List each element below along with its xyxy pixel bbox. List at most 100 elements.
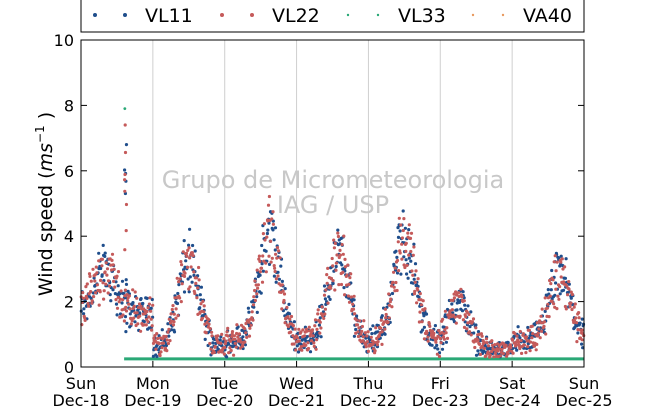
data-point-vl22 [482,346,487,350]
data-point-vl22 [391,280,395,284]
legend: VL11 VL22 VL33 VA40 [93,5,572,27]
data-point-vl22 [543,296,547,300]
data-point-vl11 [109,299,113,303]
data-point-vl22 [530,336,534,340]
data-point-vl22 [377,333,381,338]
data-point-vl22 [271,210,275,214]
data-point-vl22 [524,335,529,339]
data-point-vl22 [511,351,515,355]
data-point-vl22 [278,256,282,260]
data-point-vl22 [379,318,383,322]
data-point-vl22 [507,348,511,352]
data-point-vl11 [241,335,245,339]
spike-point-vl22 [123,178,127,182]
data-point-vl22 [471,317,476,321]
data-point-vl11 [526,342,530,346]
data-point-vl22 [166,341,170,346]
data-point-vl22 [314,347,318,351]
x-ticks: SunDec-18MonDec-19TueDec-20WedDec-21ThuD… [52,361,613,409]
data-point-vl22 [274,277,278,281]
data-point-vl11 [265,231,269,236]
data-point-vl11 [192,273,196,277]
data-point-vl22 [193,291,197,296]
data-point-vl22 [92,295,96,299]
data-point-vl22 [124,309,129,313]
data-point-vl11 [295,344,299,348]
data-point-vl11 [549,288,553,292]
data-point-vl22 [223,342,227,346]
data-point-vl22 [168,339,172,343]
data-point-vl22 [210,330,214,334]
data-point-vl11 [261,269,265,273]
data-point-vl22 [364,345,368,349]
data-point-vl22 [343,293,347,297]
data-point-vl22 [389,297,393,301]
data-point-vl22 [322,316,326,320]
data-point-vl22 [115,274,119,278]
x-tick-label-day: Mon [136,374,170,393]
data-point-vl22 [425,331,429,335]
x-tick-label-date: Dec-18 [52,391,109,409]
data-point-vl11 [564,257,568,261]
data-point-vl22 [310,328,315,332]
data-point-vl22 [504,343,508,347]
data-point-vl22 [468,330,472,334]
data-point-vl22 [286,315,290,319]
data-point-vl22 [540,307,544,311]
data-point-vl22 [490,339,494,343]
data-point-vl22 [97,259,101,263]
data-point-vl22 [498,354,502,358]
data-point-vl22 [426,335,430,339]
data-point-vl11 [100,273,104,277]
data-point-vl22 [226,326,230,330]
data-point-vl22 [360,324,364,329]
data-point-vl22 [201,299,205,303]
data-point-vl22 [387,316,391,320]
data-point-vl22 [316,308,320,312]
data-point-vl22 [394,280,398,285]
data-point-vl22 [412,292,417,296]
data-point-vl22 [230,334,234,339]
data-point-vl22 [488,353,492,357]
data-point-vl11 [120,279,125,283]
data-point-vl11 [274,280,278,284]
data-point-vl11 [211,341,215,345]
data-point-vl22 [486,344,491,348]
data-point-vl22 [132,304,136,308]
y-tick-label: 0 [64,358,74,377]
data-point-vl22 [109,263,113,267]
data-point-vl22 [102,297,106,301]
data-point-vl22 [534,348,538,352]
data-point-vl22 [415,301,419,305]
data-point-vl22 [255,292,259,296]
data-point-vl11 [225,355,229,359]
data-point-vl11 [203,337,207,341]
data-point-vl22 [171,304,175,308]
data-point-vl22 [296,336,300,340]
data-point-vl11 [444,340,448,344]
data-point-vl22 [182,274,187,278]
data-point-vl22 [249,323,253,327]
data-point-vl22 [567,287,571,291]
data-point-vl22 [194,276,198,280]
data-point-vl22 [375,343,379,347]
data-point-vl22 [575,340,579,344]
data-point-vl22 [251,318,255,322]
legend-marker-vl22 [220,13,224,17]
data-point-vl22 [554,269,558,273]
data-point-vl22 [439,341,443,345]
data-point-vl22 [383,327,387,331]
data-point-vl22 [329,286,333,290]
data-point-vl22 [390,305,394,309]
data-point-vl22 [402,263,406,267]
data-point-vl22 [530,324,534,328]
data-point-vl11 [390,291,395,296]
data-point-vl11 [328,297,332,301]
data-point-vl22 [454,321,458,325]
data-point-vl22 [573,302,577,306]
data-point-vl22 [392,270,396,274]
data-point-vl22 [255,268,259,272]
data-point-vl11 [407,256,411,260]
data-point-vl22 [369,335,373,339]
data-point-vl22 [147,302,151,306]
